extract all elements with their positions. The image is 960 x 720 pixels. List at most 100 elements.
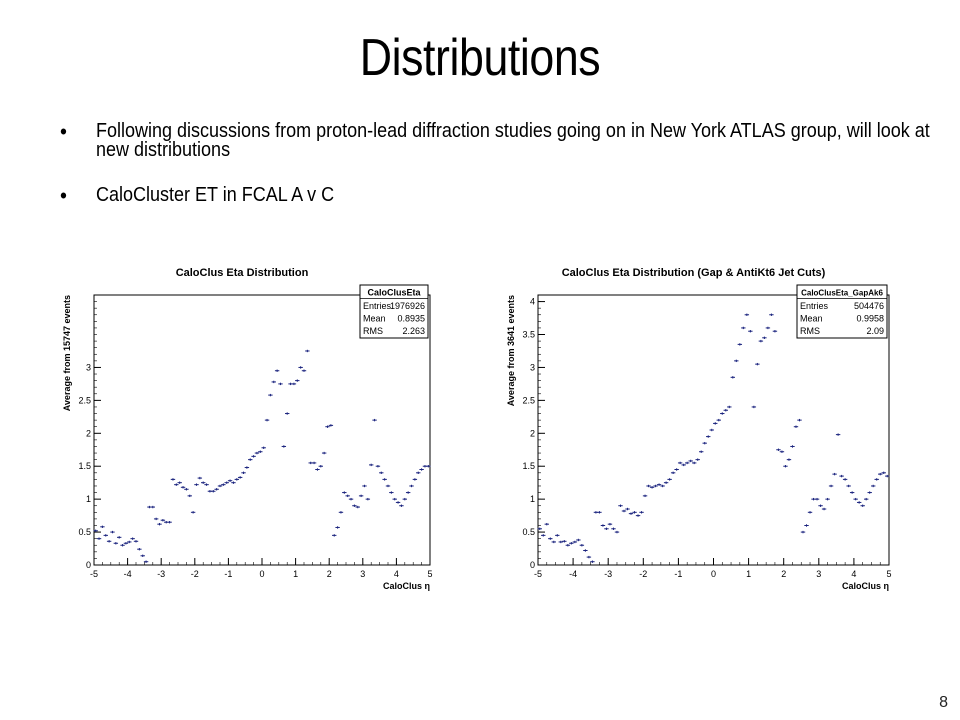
data-point [555,534,560,537]
data-point [264,418,270,422]
stats-box: CaloClusEta_GapAk6 Entries 504476 Mean 0.995… [796,284,888,339]
data-point [607,522,613,526]
data-point [730,376,736,379]
data-point [576,538,581,542]
data-point [248,458,253,461]
data-point [93,529,98,532]
data-point [274,369,280,372]
data-point [405,491,411,494]
data-point [597,511,602,514]
data-point [321,451,327,455]
data-point [537,527,542,530]
data-point [681,463,686,467]
data-point [335,526,340,529]
data-point [358,494,364,498]
data-point [776,448,781,451]
data-point [551,540,556,544]
data-point [184,488,189,491]
chart-panel-left: CaloClus Eta Distribution -5 -4 -3 -2 -1 0 1 2 3 4… [58,258,440,603]
data-point [695,458,700,461]
data-point [412,478,418,481]
data-point [828,484,834,488]
data-point [720,412,725,415]
stats-box-value: 1976926 [390,301,425,311]
x-tick-label: 0 [711,569,716,579]
data-point [709,428,714,432]
data-point [702,441,707,445]
data-point [379,471,384,475]
x-tick-label: 5 [427,569,432,579]
x-tick-label: -4 [124,569,132,579]
data-point [419,468,424,471]
x-tick-label: -5 [90,569,98,579]
y-tick-label: 2.5 [78,395,91,405]
y-tick-label: 1.5 [78,461,91,471]
y-axis-label: Average from 15747 events [62,295,72,411]
data-point [860,504,865,507]
data-point [772,330,778,333]
data-point [885,474,890,478]
x-tick-label: 4 [394,569,399,579]
data-point [281,445,287,448]
page-number: 8 [939,694,948,711]
eta-distribution-chart: CaloClus Eta Distribution -5 -4 -3 -2 -1 0 1 2 3 4… [62,267,433,591]
data-point [727,405,732,409]
data-point [348,497,354,501]
data-point [382,478,387,481]
data-point [140,554,145,557]
data-point [863,497,869,501]
data-point [372,418,377,422]
data-point [345,494,350,498]
data-point [234,478,239,481]
data-point [342,491,347,494]
eta-distribution-gap-chart: CaloClus Eta Distribution (Gap & AntiKt6… [506,267,892,591]
bullet-dot: • [60,119,67,144]
data-point [221,483,226,486]
data-point [426,465,431,468]
data-point [716,418,721,422]
data-point [856,501,862,504]
data-point [399,504,404,507]
data-point [849,491,855,494]
data-point [224,481,229,484]
y-tick-label: 1 [86,494,91,504]
data-point [737,343,743,346]
data-point [677,461,683,465]
data-point [832,472,837,476]
data-point [211,490,216,493]
data-point [251,455,256,458]
data-point [646,484,651,488]
x-tick-label: 1 [293,569,298,579]
data-point [667,478,672,481]
x-tick-label: 2 [781,569,786,579]
x-tick-label: 3 [360,569,365,579]
x-tick-label: -1 [224,569,232,579]
data-point [127,540,132,544]
y-tick-label: 3.5 [522,330,535,340]
x-tick-label: 2 [327,569,332,579]
x-tick-label: 1 [746,569,751,579]
data-point [332,534,337,537]
stats-box-name: CaloClusEta [367,288,421,298]
data-point [783,465,788,468]
chart-panel-right: CaloClus Eta Distribution (Gap & AntiKt6… [502,258,902,603]
data-point [402,497,407,501]
data-point [790,445,795,448]
data-point [625,507,630,511]
stats-box-value: 2.09 [866,326,884,336]
x-axis-label: CaloClus η [842,581,889,591]
data-point [241,471,246,475]
data-point [389,491,394,494]
data-point [867,491,872,494]
data-point [150,505,155,509]
data-point [365,497,371,501]
data-point [818,504,823,507]
data-point [227,479,233,482]
data-point [762,336,767,340]
chart-title: CaloClus Eta Distribution (Gap & AntiKt6… [562,267,826,279]
data-point [318,465,323,468]
data-point [295,379,300,382]
data-point [369,463,374,467]
x-tick-label: 3 [816,569,821,579]
data-point [352,504,357,507]
